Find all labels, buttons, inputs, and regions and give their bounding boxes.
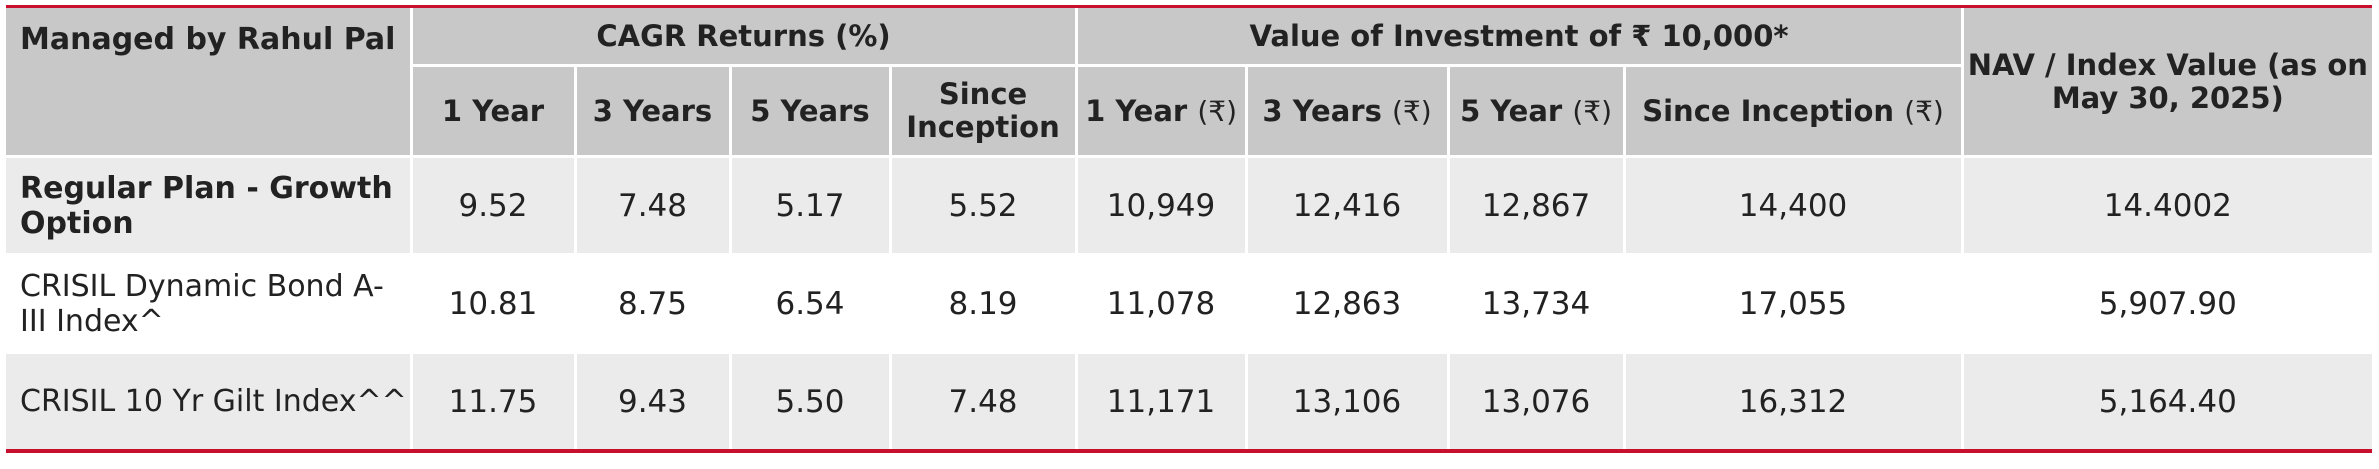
bottom-accent-line bbox=[6, 449, 2372, 453]
table-row: Regular Plan - Growth Option 9.52 7.48 5… bbox=[6, 155, 2373, 256]
table-row: CRISIL 10 Yr Gilt Index^^ 11.75 9.43 5.5… bbox=[6, 351, 2373, 449]
cagr-cell: 9.43 bbox=[573, 351, 732, 449]
value-cell: 12,867 bbox=[1446, 155, 1626, 256]
cagr-col-1-year: 1 Year bbox=[411, 64, 577, 158]
nav-index-value-header: NAV / Index Value (as on May 30, 2025) bbox=[1960, 8, 2373, 158]
row-label: CRISIL 10 Yr Gilt Index^^ bbox=[6, 351, 413, 449]
nav-cell: 5,907.90 bbox=[1960, 253, 2373, 354]
value-cell: 13,734 bbox=[1446, 253, 1626, 354]
cagr-cell: 5.52 bbox=[888, 155, 1078, 256]
row-label: Regular Plan - Growth Option bbox=[6, 155, 413, 256]
cagr-cell: 11.75 bbox=[409, 351, 577, 449]
cagr-cell: 7.48 bbox=[573, 155, 732, 256]
fund-manager-header: Managed by Rahul Pal bbox=[6, 8, 413, 158]
cagr-col-since-inception: Since Inception bbox=[888, 64, 1078, 158]
value-cell: 12,863 bbox=[1244, 253, 1450, 354]
value-cell: 17,055 bbox=[1622, 253, 1964, 354]
value-cell: 16,312 bbox=[1622, 351, 1964, 449]
cagr-col-3-years: 3 Years bbox=[573, 64, 732, 158]
value-col-1-year: 1 Year (₹) bbox=[1074, 64, 1248, 158]
value-cell: 14,400 bbox=[1622, 155, 1964, 256]
top-accent-line bbox=[6, 5, 2372, 8]
value-col-5-year: 5 Year (₹) bbox=[1446, 64, 1626, 158]
cagr-returns-header: CAGR Returns (%) bbox=[409, 8, 1078, 67]
value-cell: 11,078 bbox=[1074, 253, 1248, 354]
value-cell: 11,171 bbox=[1074, 351, 1248, 449]
cagr-cell: 7.48 bbox=[888, 351, 1078, 449]
header-row-columns: 1 Year 3 Years 5 Years Since Inception 1… bbox=[6, 64, 2372, 158]
nav-cell: 14.4002 bbox=[1960, 155, 2373, 256]
value-cell: 13,076 bbox=[1446, 351, 1626, 449]
performance-table: Managed by Rahul Pal CAGR Returns (%) Va… bbox=[6, 8, 2373, 449]
cagr-cell: 5.50 bbox=[728, 351, 892, 449]
value-cell: 10,949 bbox=[1074, 155, 1248, 256]
row-label: CRISIL Dynamic Bond A-III Index^ bbox=[6, 253, 413, 354]
value-cell: 13,106 bbox=[1244, 351, 1450, 449]
performance-table-container: Managed by Rahul Pal CAGR Returns (%) Va… bbox=[6, 5, 2373, 453]
cagr-col-5-years: 5 Years bbox=[728, 64, 892, 158]
value-cell: 12,416 bbox=[1244, 155, 1450, 256]
cagr-cell: 9.52 bbox=[409, 155, 577, 256]
table-row: CRISIL Dynamic Bond A-III Index^ 10.81 8… bbox=[6, 253, 2373, 354]
nav-cell: 5,164.40 bbox=[1960, 351, 2373, 449]
cagr-cell: 8.19 bbox=[888, 253, 1078, 354]
value-col-3-years: 3 Years (₹) bbox=[1244, 64, 1450, 158]
cagr-cell: 10.81 bbox=[409, 253, 577, 354]
cagr-cell: 8.75 bbox=[573, 253, 732, 354]
cagr-cell: 6.54 bbox=[728, 253, 892, 354]
value-col-since-inception: Since Inception (₹) bbox=[1622, 64, 1963, 158]
cagr-cell: 5.17 bbox=[728, 155, 892, 256]
header-row-groups: Managed by Rahul Pal CAGR Returns (%) Va… bbox=[6, 8, 2373, 158]
investment-value-header: Value of Investment of ₹ 10,000* bbox=[1074, 8, 1964, 67]
